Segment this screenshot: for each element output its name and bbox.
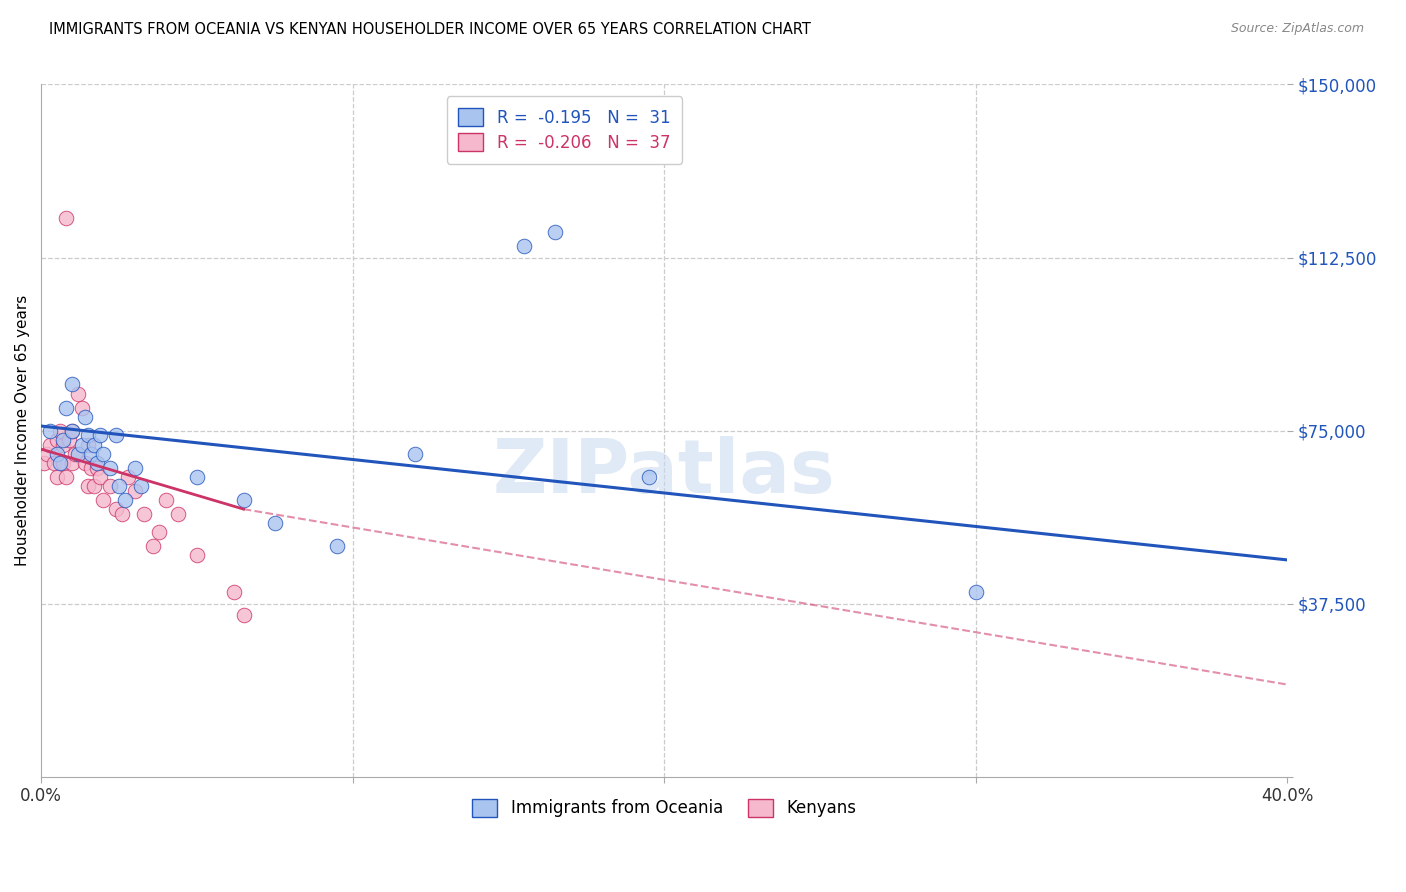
Point xyxy=(83,437,105,451)
Point xyxy=(637,470,659,484)
Point xyxy=(108,479,131,493)
Point xyxy=(232,492,254,507)
Point xyxy=(39,424,62,438)
Point xyxy=(39,437,62,451)
Point xyxy=(98,460,121,475)
Point xyxy=(55,470,77,484)
Point xyxy=(89,428,111,442)
Point xyxy=(104,502,127,516)
Text: ZIPatlas: ZIPatlas xyxy=(494,435,835,508)
Point xyxy=(49,456,72,470)
Point xyxy=(45,447,67,461)
Point xyxy=(60,424,83,438)
Point xyxy=(86,456,108,470)
Text: Source: ZipAtlas.com: Source: ZipAtlas.com xyxy=(1230,22,1364,36)
Point xyxy=(52,456,75,470)
Point xyxy=(93,447,115,461)
Point xyxy=(326,539,349,553)
Point xyxy=(70,401,93,415)
Point xyxy=(167,507,190,521)
Point xyxy=(60,456,83,470)
Point xyxy=(73,409,96,424)
Point xyxy=(45,470,67,484)
Point xyxy=(232,608,254,623)
Point xyxy=(60,377,83,392)
Point xyxy=(55,401,77,415)
Point xyxy=(263,516,285,530)
Point xyxy=(142,539,165,553)
Point xyxy=(98,479,121,493)
Point xyxy=(76,437,98,451)
Point xyxy=(148,525,170,540)
Point xyxy=(73,456,96,470)
Point xyxy=(80,460,103,475)
Point xyxy=(58,433,80,447)
Point xyxy=(104,428,127,442)
Point xyxy=(155,492,177,507)
Point xyxy=(67,386,90,401)
Point xyxy=(45,433,67,447)
Point xyxy=(49,424,72,438)
Point xyxy=(124,483,146,498)
Point xyxy=(513,239,536,253)
Point xyxy=(132,507,155,521)
Point xyxy=(60,424,83,438)
Point xyxy=(80,447,103,461)
Legend: Immigrants from Oceania, Kenyans: Immigrants from Oceania, Kenyans xyxy=(465,792,863,824)
Point xyxy=(55,211,77,226)
Point xyxy=(111,507,134,521)
Point xyxy=(42,456,65,470)
Y-axis label: Householder Income Over 65 years: Householder Income Over 65 years xyxy=(15,295,30,566)
Point xyxy=(114,492,136,507)
Point xyxy=(117,470,139,484)
Point xyxy=(32,456,55,470)
Point xyxy=(83,479,105,493)
Point xyxy=(129,479,152,493)
Point xyxy=(86,460,108,475)
Point xyxy=(65,447,87,461)
Point xyxy=(965,585,987,599)
Point xyxy=(93,492,115,507)
Point xyxy=(404,447,426,461)
Point xyxy=(544,225,567,239)
Text: IMMIGRANTS FROM OCEANIA VS KENYAN HOUSEHOLDER INCOME OVER 65 YEARS CORRELATION C: IMMIGRANTS FROM OCEANIA VS KENYAN HOUSEH… xyxy=(49,22,811,37)
Point xyxy=(89,470,111,484)
Point xyxy=(52,437,75,451)
Point xyxy=(67,447,90,461)
Point xyxy=(37,447,59,461)
Point xyxy=(70,437,93,451)
Point xyxy=(124,460,146,475)
Point xyxy=(76,479,98,493)
Point xyxy=(52,433,75,447)
Point xyxy=(76,428,98,442)
Point xyxy=(186,470,208,484)
Point xyxy=(224,585,246,599)
Point xyxy=(186,549,208,563)
